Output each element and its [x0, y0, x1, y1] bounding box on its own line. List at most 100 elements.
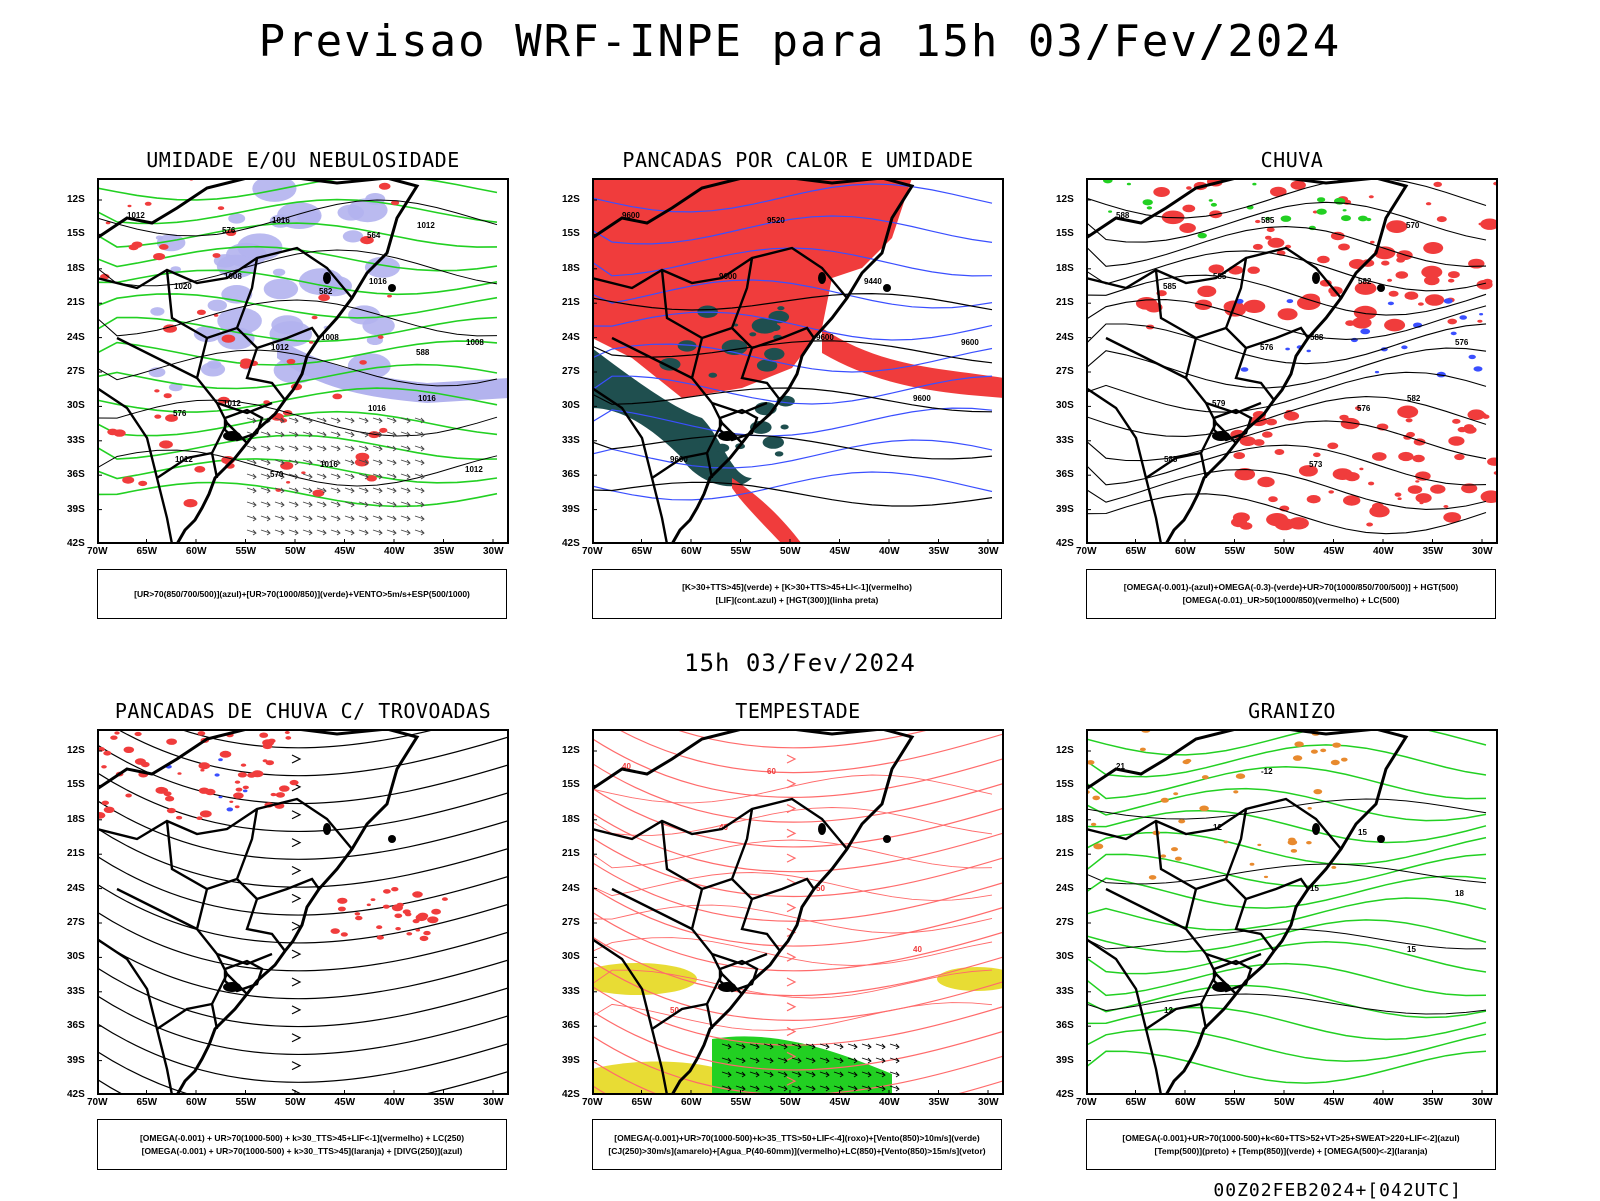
- lat-tick-label: 33S: [67, 985, 85, 997]
- lat-tick-label: 39S: [562, 1054, 580, 1066]
- lon-tick-label: 50W: [285, 546, 306, 557]
- lat-tick-label: 24S: [67, 331, 85, 343]
- lat-tick-label: 30S: [562, 400, 580, 412]
- lat-tick-label: 39S: [1056, 503, 1074, 515]
- coastline-borders: [1086, 178, 1409, 544]
- lat-tick-label: 12S: [67, 194, 85, 205]
- contour-value: 21: [1116, 762, 1125, 771]
- lon-tick-label: 60W: [1175, 1097, 1196, 1108]
- lon-tick-label: 50W: [780, 546, 801, 557]
- legend-line: [K>30+TTS>45](verde) + [K>30+TTS>45+LI<-…: [682, 582, 912, 592]
- lat-tick-label: 36S: [562, 469, 580, 481]
- lon-tick-label: 40W: [384, 1097, 405, 1108]
- legend-line: [OMEGA(-0.001)+UR>70(1000-500)+k<60+TTS>…: [1122, 1132, 1460, 1143]
- contour-value: 582: [1358, 277, 1372, 286]
- lat-tick-label: 15S: [562, 779, 580, 791]
- contour-value: 1012: [271, 343, 289, 352]
- thickness-red: [100, 178, 400, 508]
- thunder-red-south: [330, 887, 448, 942]
- contour-value: 588: [416, 348, 430, 357]
- lat-tick-label: 15S: [67, 228, 85, 240]
- legend-box: [OMEGA(-0.001) + UR>70(1000-500) + k>30_…: [97, 1119, 507, 1170]
- red-south: [732, 478, 802, 544]
- lon-tick-label: 60W: [681, 546, 702, 557]
- contour-value: 576: [1357, 404, 1371, 413]
- hgt300: [592, 292, 993, 507]
- map-panel: 1012 1008 1008 1016 1012 1016 1016 1008 1012 1016…: [97, 178, 509, 544]
- lat-tick-label: 18S: [1056, 262, 1074, 274]
- forecast-time-label: 15h 03/Fev/2024: [684, 649, 916, 677]
- contour-value: 1012: [127, 211, 145, 220]
- lat-tick-label: 36S: [1056, 469, 1074, 481]
- lat-tick-label: 36S: [67, 469, 85, 481]
- lon-tick-label: 35W: [433, 1097, 455, 1108]
- lat-tick-label: 36S: [1056, 1020, 1074, 1032]
- legend-box: [UR>70(850/700/500)](azul)+[UR>70(1000/8…: [97, 569, 507, 619]
- map-panel: 40 40 50 40 50 60: [592, 729, 1004, 1095]
- lon-tick-label: 55W: [235, 1097, 257, 1108]
- panel-title: UMIDADE E/OU NEBULOSIDADE: [146, 148, 460, 172]
- lat-tick-label: 30S: [1056, 951, 1074, 963]
- legend-box: [OMEGA(-0.001)+UR>70(1000-500)+k>35_TTS>…: [592, 1119, 1002, 1170]
- lon-tick-label: 45W: [829, 1097, 851, 1108]
- contour-value: 570: [1406, 221, 1420, 230]
- lon-tick-label: 40W: [879, 1097, 900, 1108]
- map-frame: [592, 729, 1004, 1095]
- lat-tick-label: 15S: [67, 779, 85, 791]
- lon-tick-label: 60W: [681, 1097, 702, 1108]
- lat-tick-label: 33S: [67, 434, 85, 446]
- lat-tick-label: 21S: [1056, 297, 1074, 309]
- lat-tick-label: 36S: [562, 1020, 580, 1032]
- lat-tick-label: 33S: [1056, 434, 1074, 446]
- contour-value: 18: [1455, 889, 1464, 898]
- lat-tick-label: 24S: [562, 882, 580, 894]
- map-frame: [1086, 178, 1498, 544]
- contour-value: 576: [173, 409, 187, 418]
- lat-tick-label: 30S: [67, 400, 85, 412]
- lat-tick-label: 42S: [562, 1089, 580, 1100]
- contour-value: 9440: [864, 277, 882, 286]
- coastline-borders: [592, 729, 915, 1095]
- lon-tick-label: 40W: [879, 546, 900, 557]
- lon-tick-label: 65W: [136, 1097, 158, 1108]
- wind-vectors: [246, 417, 425, 536]
- contour-value: 9520: [767, 216, 785, 225]
- humidity-band: [277, 338, 509, 403]
- lon-tick-label: 65W: [1125, 546, 1147, 557]
- lat-tick-label: 39S: [562, 503, 580, 515]
- contour-value: 570: [270, 470, 284, 479]
- contour-value: 564: [367, 231, 381, 240]
- lon-tick-label: 70W: [87, 546, 108, 557]
- lon-tick-label: 55W: [1224, 1097, 1246, 1108]
- legend-line: [OMEGA(-0.001) + UR>70(1000-500) + k>30_…: [139, 1132, 465, 1143]
- lon-tick-label: 70W: [582, 1097, 603, 1108]
- map-panel: 588 585 588 582 585 585 582 576 579 573 570 585 576 5…: [1086, 178, 1498, 544]
- lon-tick-label: 55W: [1224, 546, 1246, 557]
- contour-value: 9600: [816, 333, 834, 342]
- omega500-orange: [1086, 729, 1348, 880]
- map-panel: 9600 9600 9600 9600 9600 9520 9440 9600: [592, 178, 1004, 544]
- lon-tick-label: 45W: [334, 1097, 356, 1108]
- run-stamp: 00Z02FEB2024+[042UTC]: [1213, 1180, 1462, 1201]
- contour-value: 1012: [223, 399, 241, 408]
- lon-tick-label: 35W: [928, 546, 950, 557]
- lat-tick-label: 12S: [1056, 194, 1074, 205]
- lon-tick-label: 35W: [1422, 546, 1444, 557]
- legend-box: [K>30+TTS>45](verde) + [K>30+TTS>45+LI<-…: [592, 569, 1002, 619]
- red-band: [822, 328, 1004, 398]
- lat-tick-label: 15S: [1056, 779, 1074, 791]
- lat-tick-label: 39S: [67, 1054, 85, 1066]
- lat-tick-label: 42S: [67, 1089, 85, 1100]
- contour-value: 40: [622, 762, 631, 771]
- map-canvas: [97, 729, 509, 1095]
- lat-tick-label: 36S: [67, 1020, 85, 1032]
- contour-value: 40: [913, 945, 922, 954]
- lon-tick-label: 30W: [1472, 1097, 1493, 1108]
- legend-line: [CJ(250)>30m/s](amarelo)+[Agua_P(40-60mm…: [608, 1145, 986, 1156]
- lon-tick-label: 70W: [1076, 546, 1097, 557]
- lat-tick-label: 27S: [67, 917, 85, 928]
- contour-value: 582: [1407, 394, 1421, 403]
- contour-value: 585: [1164, 455, 1178, 464]
- lat-tick-label: 15S: [1056, 228, 1074, 240]
